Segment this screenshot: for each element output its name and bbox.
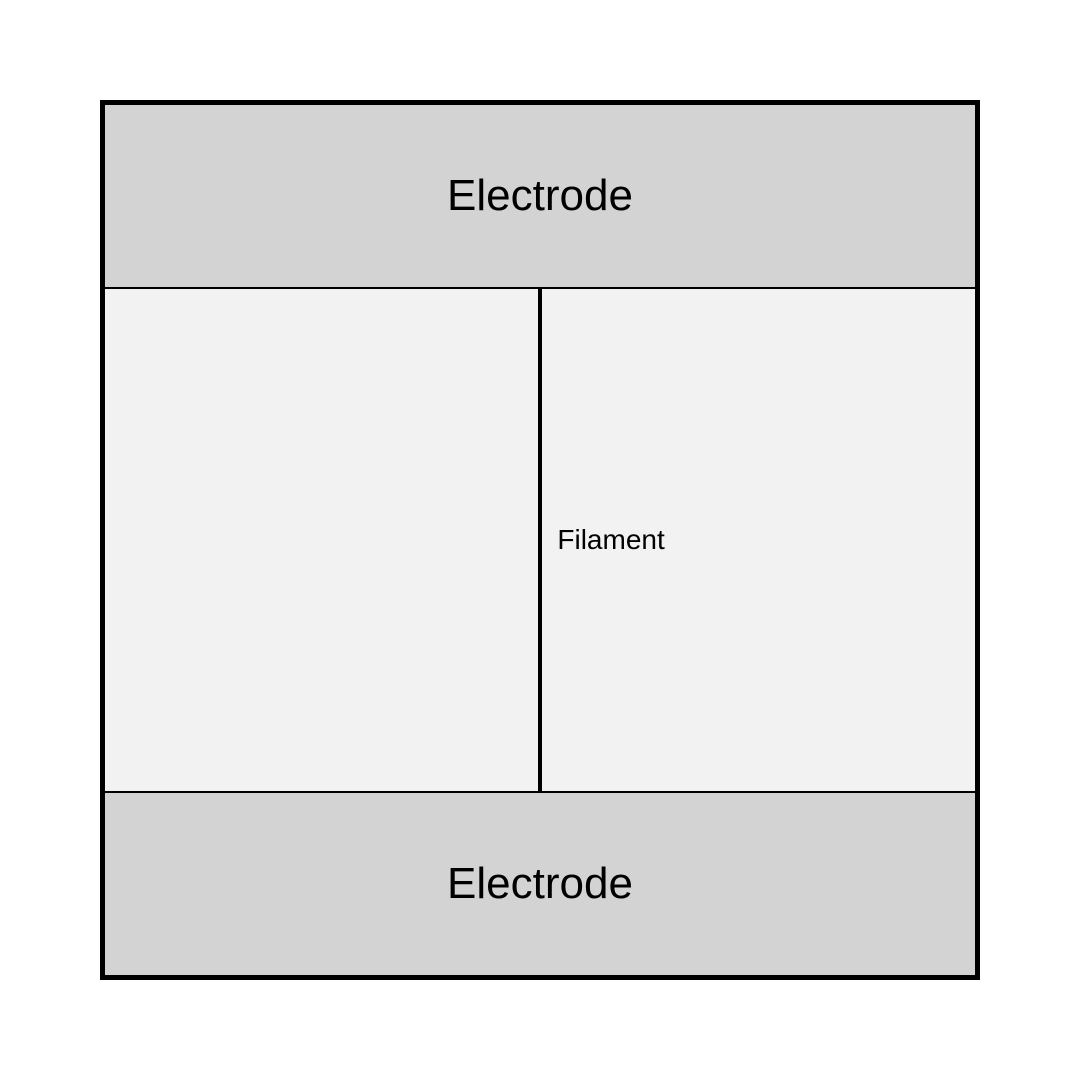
bottom-electrode-label: Electrode [447,859,633,909]
middle-region: Filament [105,289,975,791]
top-electrode-region: Electrode [105,105,975,289]
filament-label: Filament [557,524,664,556]
memristor-diagram: Electrode Filament Electrode [100,100,980,980]
top-electrode-label: Electrode [447,171,633,221]
filament-line [538,289,542,791]
bottom-electrode-region: Electrode [105,791,975,975]
